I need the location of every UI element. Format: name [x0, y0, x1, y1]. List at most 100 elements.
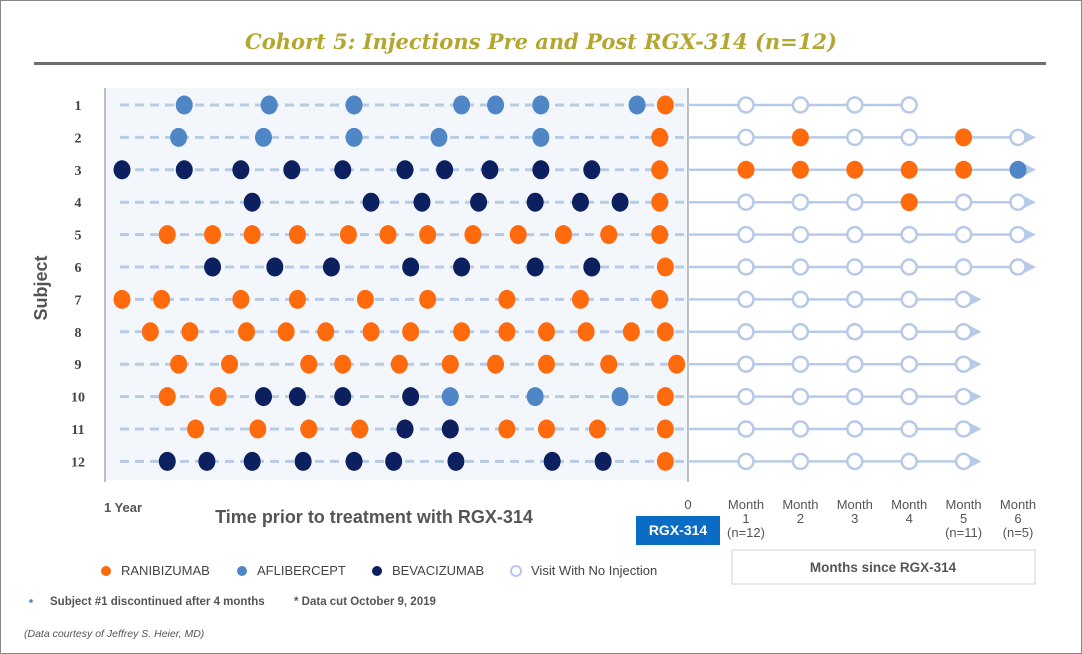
bullet-icon: [29, 599, 33, 603]
pre-injection-dot: [243, 451, 261, 471]
legend-label: BEVACIZUMAB: [392, 563, 484, 578]
pre-injection-dot: [656, 257, 674, 277]
pre-injection-dot: [554, 225, 572, 245]
post-injection-dot: [737, 160, 755, 179]
pre-injection-dot: [656, 322, 674, 342]
post-visit-no-injection: [900, 323, 918, 341]
note-discontinued: Subject #1 discontinued after 4 months: [50, 596, 265, 608]
title-rule: [34, 62, 1046, 65]
legend-label: AFLIBERCEPT: [257, 563, 346, 578]
legend-dot-icon: [372, 566, 382, 576]
post-visit-no-injection: [737, 452, 755, 471]
subject-label: 5: [75, 229, 82, 244]
pre-injection-dot: [543, 451, 561, 471]
post-visit-no-injection: [846, 128, 864, 147]
month-tick-text: 3: [851, 511, 858, 526]
pre-injection-dot: [260, 95, 278, 115]
pre-injection-dot: [447, 451, 465, 471]
pre-injection-dot: [288, 289, 306, 309]
rgx-314-badge: [636, 516, 720, 545]
pre-injection-dot: [181, 322, 199, 342]
post-visit-no-injection: [846, 452, 864, 471]
post-injection-dot: [955, 128, 973, 147]
post-visit-no-injection: [900, 128, 918, 147]
pre-injection-dot: [487, 95, 505, 115]
ongoing-arrow-icon: [1024, 196, 1036, 209]
pre-injection-dot: [255, 387, 272, 407]
pre-injection-dot: [481, 160, 499, 180]
pre-injection-dot: [402, 322, 420, 342]
ongoing-arrow-icon: [969, 358, 982, 371]
ongoing-arrow-icon: [969, 390, 982, 403]
post-visit-no-injection: [791, 193, 810, 211]
legend-item-A: AFLIBERCEPT: [237, 563, 346, 578]
post-visit-no-injection: [1009, 225, 1027, 244]
pre-injection-dot: [345, 451, 363, 471]
legend-item-B: BEVACIZUMAB: [372, 563, 484, 578]
post-visit-no-injection: [900, 290, 918, 309]
pre-injection-dot: [255, 127, 272, 147]
pre-injection-dot: [300, 354, 318, 374]
pre-injection-dot: [113, 160, 131, 180]
post-visit-no-injection: [900, 355, 918, 373]
pre-injection-dot: [498, 289, 516, 309]
subject-row-4: 4: [75, 192, 1036, 212]
post-x-axis-label: Months since RGX-314: [810, 560, 957, 575]
post-visit-no-injection: [846, 420, 864, 438]
ongoing-arrow-icon: [1024, 131, 1036, 144]
post-visit-no-injection: [846, 258, 864, 276]
tick-0: 0: [684, 497, 691, 512]
post-visit-no-injection: [846, 355, 864, 373]
pre-injection-dot: [611, 192, 629, 212]
pre-injection-dot: [532, 127, 550, 147]
post-visit-no-injection: [954, 323, 973, 341]
subject-label: 6: [75, 261, 82, 276]
post-visit-no-injection: [737, 128, 755, 147]
subject-row-11: 11: [71, 419, 982, 439]
pre-injection-dot: [288, 387, 306, 407]
pre-injection-dot: [362, 322, 380, 342]
pre-injection-dot: [402, 387, 420, 407]
post-visit-no-injection: [791, 387, 810, 406]
post-injection-dot: [791, 128, 809, 147]
pre-injection-dot: [498, 419, 516, 439]
subject-row-8: 8: [75, 322, 982, 342]
pre-injection-dot: [198, 451, 216, 471]
pre-injection-dot: [158, 451, 176, 471]
pre-injection-dot: [238, 322, 256, 342]
post-visit-no-injection: [737, 323, 755, 341]
legend-dot-icon: [101, 566, 111, 576]
legend-empty-circle-icon: [510, 565, 522, 577]
subject-label: 4: [75, 196, 82, 211]
pre-injection-dot: [441, 354, 459, 374]
pre-injection-dot: [204, 257, 222, 277]
pre-injection-dot: [628, 95, 646, 115]
pre-injection-dot: [266, 257, 284, 277]
subject-label: 2: [75, 131, 82, 146]
pre-injection-dot: [526, 387, 544, 407]
month-tick-text: Month: [891, 497, 927, 512]
ongoing-arrow-icon: [969, 325, 982, 338]
subject-label: 1: [75, 99, 82, 114]
pre-injection-dot: [379, 225, 397, 245]
ongoing-arrow-icon: [969, 423, 982, 435]
post-visit-no-injection: [791, 290, 810, 309]
pre-injection-dot: [526, 257, 544, 277]
pre-injection-dot: [170, 127, 188, 147]
pre-injection-dot: [232, 160, 250, 180]
pre-injection-dot: [294, 451, 312, 471]
pre-injection-dot: [651, 225, 669, 245]
pre-injection-dot: [651, 192, 669, 212]
pre-injection-dot: [622, 322, 640, 342]
month-tick-text: (n=12): [727, 525, 765, 540]
pre-injection-dot: [396, 160, 414, 180]
post-visit-no-injection: [791, 355, 810, 373]
post-visit-no-injection: [900, 452, 918, 471]
pre-injection-dot: [334, 160, 352, 180]
pre-injection-dot: [317, 322, 335, 342]
post-visit-no-injection: [737, 420, 755, 438]
post-injection-dot: [791, 160, 809, 179]
